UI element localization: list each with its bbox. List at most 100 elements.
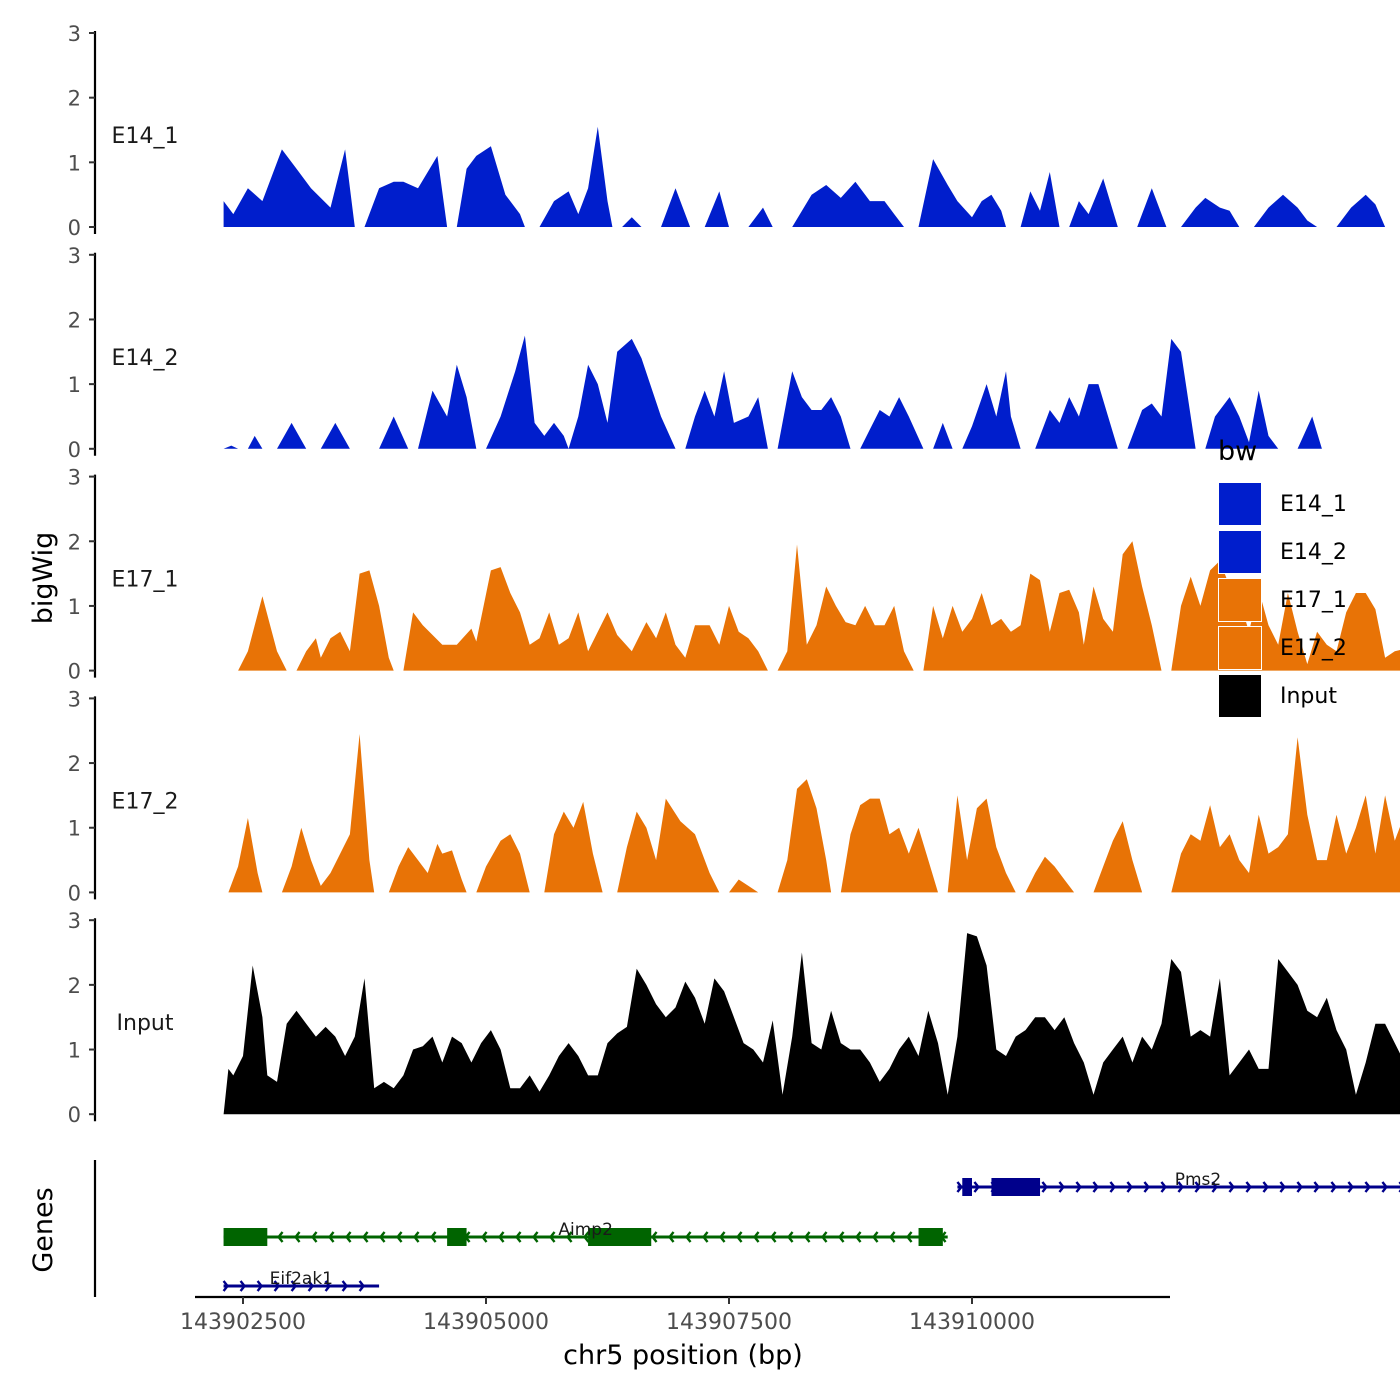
exon: [962, 1178, 972, 1196]
y-axis-title: bigWig: [28, 532, 59, 625]
gene-Pms2: Pms2: [956, 1170, 1400, 1196]
strand-arrow: [277, 1231, 284, 1243]
area-E17_1: [238, 541, 1400, 671]
strand-arrow: [1177, 1181, 1184, 1193]
legend-swatch: [1218, 674, 1262, 718]
legend-label: E17_2: [1280, 635, 1347, 661]
gene-Eif2ak1: Eif2ak1: [222, 1269, 380, 1292]
y-tick-label: 0: [68, 660, 81, 684]
legend-item: E14_1: [1218, 480, 1388, 528]
x-tick-label: 143902500: [180, 1310, 306, 1335]
strand-arrow: [1075, 1181, 1082, 1193]
x-tick-label: 143907500: [666, 1310, 792, 1335]
y-tick-label: 3: [68, 22, 81, 46]
y-tick-label: 3: [68, 244, 81, 268]
legend-swatch: [1218, 578, 1262, 622]
y-tick-label: 0: [68, 216, 81, 240]
strand-arrow: [1211, 1181, 1218, 1193]
coverage-tracks: 0 1 2 3 E14_1 0 1 2 3 E14_2 0 1 2 3 E17_1 0 1 2 3 E17_2 0 1 2 3…: [68, 22, 1400, 1127]
strand-arrow: [324, 1280, 332, 1292]
y-tick-label: 1: [68, 151, 81, 175]
strand-arrow: [770, 1231, 777, 1243]
y-tick-label: 0: [68, 438, 81, 462]
strand-arrow: [1041, 1181, 1048, 1193]
gene-Aimp2: Aimp2: [223, 1220, 948, 1246]
legend-label: E17_1: [1280, 587, 1347, 613]
genes-axis-title: Genes: [28, 1187, 59, 1272]
exon: [991, 1178, 1041, 1196]
legend-item: Input: [1218, 672, 1388, 720]
strand-arrow: [1381, 1181, 1388, 1193]
strand-arrow: [358, 1280, 366, 1292]
legend-item: E17_1: [1218, 576, 1388, 624]
strand-arrow: [685, 1231, 692, 1243]
y-tick-label: 3: [68, 909, 81, 933]
y-tick-label: 1: [68, 817, 81, 841]
y-tick-label: 0: [68, 881, 81, 905]
legend-swatch: [1218, 626, 1262, 670]
strand-arrow: [787, 1231, 794, 1243]
exon: [918, 1228, 943, 1246]
x-axis: 143902500 143905000 143907500 143910000: [180, 1295, 1170, 1335]
y-tick-label: 2: [68, 530, 81, 554]
legend-label: Input: [1280, 683, 1337, 709]
strand-arrow: [821, 1231, 828, 1243]
strand-arrow: [973, 1181, 980, 1193]
strand-arrow: [1347, 1181, 1354, 1193]
track-E14_2: 0 1 2 3 E14_2: [68, 244, 1322, 462]
strand-arrow: [515, 1231, 522, 1243]
track-E17_2: 0 1 2 3 E17_2: [68, 687, 1400, 905]
y-tick-label: 0: [68, 1103, 81, 1127]
strand-arrow: [1279, 1181, 1286, 1193]
strand-arrow: [736, 1231, 743, 1243]
legend-swatch: [1218, 530, 1262, 574]
strand-arrow: [1160, 1181, 1167, 1193]
gene-label: Aimp2: [558, 1220, 613, 1240]
strand-arrow: [311, 1231, 318, 1243]
strand-arrow: [379, 1231, 386, 1243]
strand-arrow: [341, 1280, 349, 1292]
strand-arrow: [1194, 1181, 1201, 1193]
strand-arrow: [668, 1231, 675, 1243]
area-E14_1: [223, 126, 1400, 227]
x-axis-title: chr5 position (bp): [563, 1340, 803, 1371]
strand-arrow: [532, 1231, 539, 1243]
strand-arrow: [1228, 1181, 1235, 1193]
strand-arrow: [719, 1231, 726, 1243]
track-Input: 0 1 2 3 Input: [68, 909, 1400, 1127]
track-label: Input: [117, 1011, 174, 1036]
y-tick-label: 3: [68, 466, 81, 490]
strand-arrow: [1245, 1181, 1252, 1193]
strand-arrow: [1143, 1181, 1150, 1193]
strand-arrow: [906, 1231, 913, 1243]
strand-arrow: [328, 1231, 335, 1243]
y-tick-label: 1: [68, 373, 81, 397]
legend-item: E17_2: [1218, 624, 1388, 672]
area-Input: [223, 933, 1400, 1115]
strand-arrow: [396, 1231, 403, 1243]
strand-arrow: [804, 1231, 811, 1243]
genes-panel: Pms2 Aimp2 Eif2ak1: [93, 1160, 1400, 1297]
strand-arrow: [702, 1231, 709, 1243]
strand-arrow: [222, 1280, 230, 1292]
strand-arrow: [583, 1231, 590, 1243]
strand-arrow: [481, 1231, 488, 1243]
gene-label: Pms2: [1175, 1170, 1221, 1190]
y-tick-label: 2: [68, 974, 81, 998]
y-tick-label: 2: [68, 87, 81, 111]
area-E14_2: [223, 335, 1322, 449]
legend-swatch: [1218, 482, 1262, 526]
strand-arrow: [256, 1280, 264, 1292]
x-tick-label: 143910000: [909, 1310, 1035, 1335]
strand-arrow: [651, 1231, 658, 1243]
legend: bw E14_1 E14_2 E17_1 E17_2 Input: [1218, 432, 1388, 720]
strand-arrow: [549, 1231, 556, 1243]
strand-arrow: [362, 1231, 369, 1243]
y-tick-label: 1: [68, 595, 81, 619]
legend-label: E14_2: [1280, 539, 1347, 565]
y-tick-label: 3: [68, 687, 81, 711]
strand-arrow: [1313, 1181, 1320, 1193]
strand-arrow: [1364, 1181, 1371, 1193]
track-E14_1: 0 1 2 3 E14_1: [68, 22, 1400, 240]
